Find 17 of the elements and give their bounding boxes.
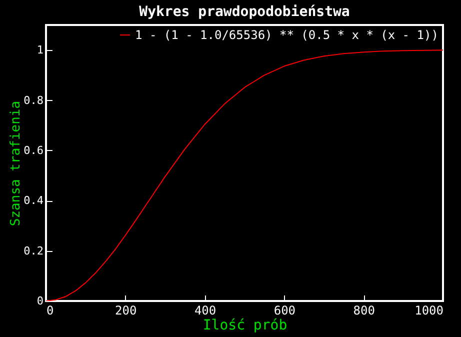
x-tick-label: 800 — [353, 304, 375, 318]
x-tick-label: 0 — [46, 304, 54, 318]
x-tick-label: 600 — [274, 304, 296, 318]
x-axis-title: Ilość prób — [202, 318, 288, 334]
y-tick-label: 0.2 — [24, 244, 44, 258]
y-tick-label: 0.8 — [24, 94, 44, 107]
legend-label: 1 - (1 - 1.0/65536) ** (0.5 * x * (x - 1)) — [135, 28, 438, 42]
x-tick-label: 1000 — [414, 304, 444, 318]
y-axis-title: Szansa trafienia — [8, 100, 24, 226]
y-tick-label: 0.6 — [24, 144, 44, 157]
y-tick-label: 1 — [36, 44, 44, 57]
chart-title: Wykres prawdopodobieństwa — [139, 4, 350, 20]
y-tick-label: 0 — [36, 294, 44, 308]
x-tick-label: 200 — [115, 304, 137, 318]
x-tick-label: 400 — [194, 304, 216, 318]
line-series — [46, 50, 443, 301]
y-tick-label: 0.4 — [24, 194, 44, 208]
